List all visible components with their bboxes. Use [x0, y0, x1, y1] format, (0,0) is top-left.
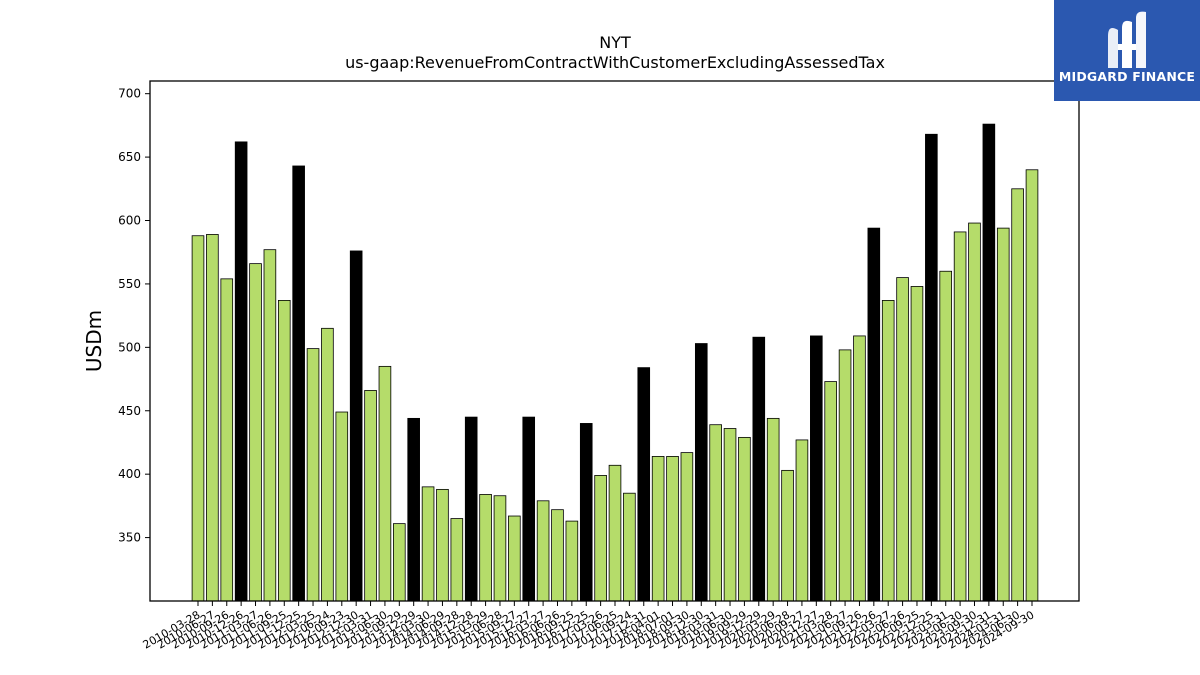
brand-logo: MIDGARD FINANCE	[1054, 0, 1200, 101]
bar-2012-09-23	[335, 411, 349, 602]
bar-2016-03-27	[536, 500, 550, 602]
bar-2016-06-26	[551, 509, 564, 602]
bar-2023-06-30	[953, 231, 967, 602]
y-tick-label: 550	[118, 277, 141, 291]
bar-2011-09-25	[277, 300, 291, 602]
y-tick-label: 500	[118, 340, 141, 354]
y-tick-label: 400	[118, 467, 141, 481]
plot-frame	[149, 80, 1080, 602]
bar-2018-04-01	[651, 456, 665, 602]
bar-2013-12-29	[407, 417, 420, 602]
bar-2020-09-27	[795, 439, 809, 602]
bar-2010-06-27	[206, 234, 219, 602]
bar-2024-06-30	[1011, 188, 1024, 602]
bar-2020-06-28	[781, 469, 794, 602]
y-tick-label: 450	[118, 404, 141, 418]
bar-2013-09-29	[393, 523, 406, 602]
bar-2019-03-31	[709, 424, 722, 602]
y-axis-label: USDm	[82, 310, 106, 372]
y-tick-label: 700	[118, 87, 141, 101]
bar-2010-09-26	[220, 278, 234, 602]
bar-2015-09-27	[508, 515, 521, 602]
bar-2018-09-30	[680, 452, 694, 602]
bar-2018-12-30	[694, 343, 708, 602]
bar-2021-06-27	[838, 349, 852, 602]
bar-2023-03-31	[939, 270, 953, 602]
bar-2022-03-27	[881, 300, 895, 602]
bar-2010-03-28	[191, 235, 205, 602]
bar-2013-03-31	[364, 390, 377, 602]
bar-2023-12-31	[982, 123, 996, 602]
bar-2017-06-25	[608, 464, 622, 602]
bar-2018-07-01	[666, 456, 679, 602]
bar-2017-03-26	[594, 475, 607, 602]
bar-2014-12-28	[464, 416, 478, 602]
bar-2015-06-28	[493, 495, 507, 602]
bar-2023-09-30	[968, 222, 981, 602]
y-axis: 350 400 450 500 550 600 650 700	[118, 87, 150, 545]
bar-2022-09-25	[910, 286, 924, 602]
midgard-logo-icon	[1108, 11, 1146, 68]
bar-2016-12-25	[579, 423, 593, 602]
bar-2021-09-26	[853, 335, 866, 602]
bar-2024-09-30	[1025, 169, 1039, 602]
bar-2022-06-26	[896, 277, 909, 602]
bar-2010-12-26	[234, 141, 248, 602]
bar-2014-03-30	[421, 486, 435, 602]
chart-title: NYT	[599, 33, 631, 52]
bars-group	[191, 123, 1039, 602]
logo-text: MIDGARD FINANCE	[1058, 69, 1196, 84]
bar-2017-12-31	[637, 367, 651, 602]
bar-2020-12-27	[810, 335, 823, 602]
bar-2021-03-28	[824, 381, 837, 602]
bar-2012-06-24	[321, 327, 334, 602]
bar-2022-12-25	[925, 133, 938, 602]
bar-2019-12-29	[752, 336, 766, 602]
bar-2013-06-30	[378, 365, 392, 602]
y-tick-label: 350	[118, 531, 141, 545]
bar-2017-09-24	[623, 492, 636, 602]
bar-2011-06-26	[263, 249, 277, 602]
chart-subtitle: us-gaap:RevenueFromContractWithCustomerE…	[345, 53, 885, 72]
x-axis: 2010-03-282010-06-272010-09-262010-12-26…	[141, 601, 1037, 652]
bar-2014-09-28	[450, 518, 464, 602]
bar-2015-03-29	[479, 494, 492, 602]
y-tick-label: 600	[118, 214, 141, 228]
bar-2015-12-27	[522, 416, 536, 602]
bar-2024-03-31	[996, 227, 1010, 602]
bar-2019-06-30	[723, 428, 737, 602]
bar-2011-03-27	[249, 263, 262, 602]
bar-2011-12-25	[292, 165, 305, 602]
bar-2019-09-29	[738, 436, 751, 602]
bar-2014-06-29	[436, 488, 449, 602]
bar-2012-03-25	[306, 348, 320, 602]
bar-2016-09-25	[565, 520, 579, 602]
bar-2021-12-26	[867, 227, 881, 602]
bar-2020-03-29	[766, 417, 780, 602]
bar-2012-12-30	[349, 250, 363, 602]
y-tick-label: 650	[118, 150, 141, 164]
